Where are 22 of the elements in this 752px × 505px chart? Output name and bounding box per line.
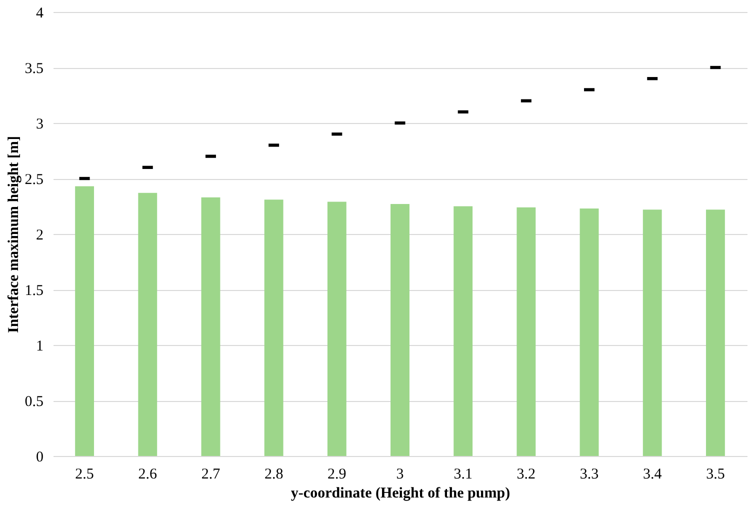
x-tick-label: 3.5 — [706, 466, 725, 482]
x-tick-label: 3.3 — [580, 466, 599, 482]
y-tick-label: 2 — [36, 228, 44, 244]
x-tick-label: 3 — [396, 466, 404, 482]
y-tick-label: 2.5 — [24, 172, 44, 188]
x-tick-label: 2.9 — [328, 466, 346, 482]
y-tick-label: 1 — [36, 338, 44, 354]
x-tick-label: 3.4 — [642, 466, 662, 482]
x-tick-label: 2.5 — [75, 466, 94, 482]
y-tick-label: 0.5 — [24, 394, 44, 410]
x-tick-label: 2.6 — [138, 466, 158, 482]
x-tick-label: 3.1 — [454, 466, 472, 482]
y-axis-title: Interface maximum height [m] — [6, 136, 22, 334]
y-tick-label: 3 — [36, 116, 44, 132]
x-tick-label: 2.8 — [264, 466, 284, 482]
y-tick-label: 3.5 — [24, 61, 44, 77]
x-tick-label: 2.7 — [201, 466, 221, 482]
x-axis-title: y-coordinate (Height of the pump) — [290, 486, 510, 502]
x-tick-label: 3.2 — [516, 466, 536, 482]
y-tick-label: 1.5 — [24, 283, 44, 299]
y-tick-label: 4 — [36, 6, 44, 22]
y-tick-label: 0 — [36, 450, 44, 466]
